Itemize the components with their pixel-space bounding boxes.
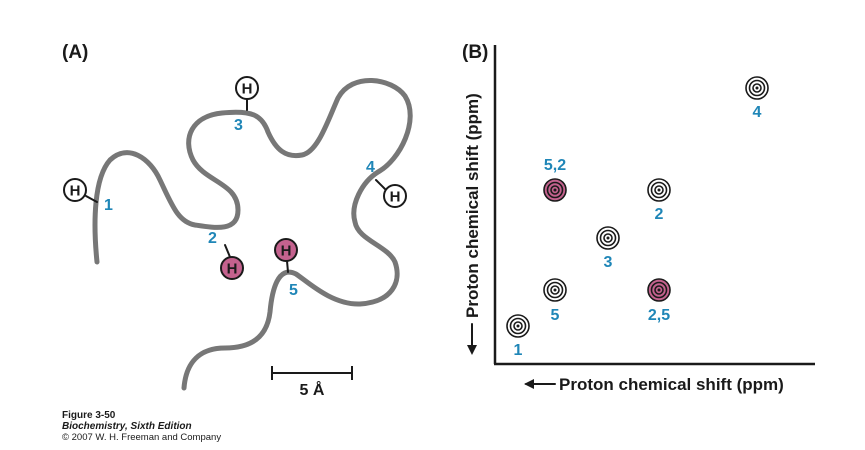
panel-b: (B) Proton chemical shift (ppm) Proton c…	[462, 42, 815, 394]
proton-number: 4	[366, 159, 375, 176]
panel-a-label: (A)	[62, 42, 88, 63]
hydrogen-symbol: H	[242, 81, 253, 98]
scale-bar: 5 Å	[271, 366, 353, 399]
x-axis-title: Proton chemical shift (ppm)	[524, 375, 784, 394]
peak-3: 3	[596, 226, 620, 271]
proton-4: H 4	[366, 159, 407, 208]
peak-4: 4	[745, 76, 769, 121]
copyright-notice: © 2007 W. H. Freeman and Company	[62, 432, 222, 443]
proton-number: 5	[289, 282, 298, 299]
proton-number: 3	[234, 117, 243, 134]
peak-label: 2	[655, 206, 664, 223]
peak-label: 1	[514, 342, 523, 359]
peak-label: 2,5	[648, 307, 670, 324]
arrow-left-icon	[524, 379, 534, 389]
hydrogen-atom-highlighted	[274, 238, 298, 262]
y-axis-title: Proton chemical shift (ppm)	[463, 93, 482, 355]
peak-label: 5	[551, 307, 560, 324]
hydrogen-atom	[63, 178, 87, 202]
proton-5: H 5	[274, 238, 298, 299]
proton-number: 1	[104, 197, 113, 214]
scale-bar-label: 5 Å	[300, 380, 325, 399]
figure-number: Figure 3-50	[62, 410, 116, 421]
hydrogen-atom	[235, 76, 259, 100]
arrow-down-icon	[467, 345, 477, 355]
peak-label: 3	[604, 254, 613, 271]
polypeptide-chain	[92, 78, 413, 391]
x-axis-label: Proton chemical shift (ppm)	[559, 375, 784, 394]
hydrogen-symbol: H	[227, 261, 238, 278]
book-title: Biochemistry, Sixth Edition	[62, 421, 192, 432]
peak-label: 5,2	[544, 157, 566, 174]
peak-label: 4	[753, 104, 762, 121]
y-axis-label: Proton chemical shift (ppm)	[463, 93, 482, 318]
hydrogen-symbol: H	[70, 183, 81, 200]
proton-2: H 2	[208, 230, 244, 280]
hydrogen-atom-highlighted	[220, 256, 244, 280]
hydrogen-atom	[383, 184, 407, 208]
hydrogen-symbol: H	[390, 189, 401, 206]
hydrogen-symbol: H	[281, 243, 292, 260]
cross-peak-2-5: 2,5	[647, 278, 671, 324]
peak-2: 2	[647, 178, 671, 223]
proton-3: H 3	[234, 76, 259, 134]
panel-b-label: (B)	[462, 42, 488, 63]
proton-1: H 1	[63, 178, 113, 214]
proton-number: 2	[208, 230, 217, 247]
peak-1: 1	[506, 314, 530, 359]
panel-a: (A) H 1 H 2 H 3 H 4	[62, 42, 413, 399]
peak-5: 5	[543, 278, 567, 324]
cross-peak-5-2: 5,2	[543, 157, 567, 202]
